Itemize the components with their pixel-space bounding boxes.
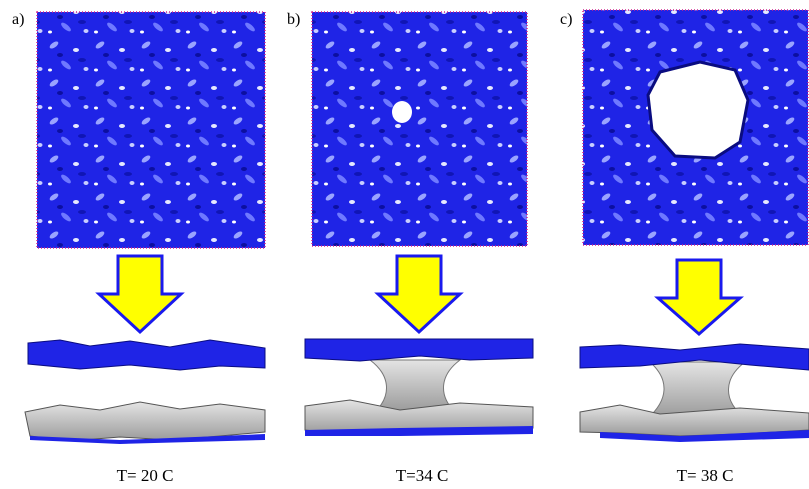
arrow [99, 256, 181, 332]
page: {"panels": [ {"label": "a)", "temperatur… [0, 0, 809, 489]
upper-layer [305, 339, 533, 361]
membrane-top-view [37, 12, 265, 248]
panel-label: a) [12, 11, 24, 28]
figure: a) b) c) T= 20 C T=34 C T= 38 C [0, 0, 809, 489]
panel-b [305, 12, 533, 436]
temperature-label: T= 38 C [677, 466, 734, 485]
panel-c [580, 10, 809, 442]
panel-a [25, 12, 265, 444]
upper-layer [28, 340, 265, 370]
temperature-label: T=34 C [396, 466, 449, 485]
panel-label: b) [287, 11, 300, 28]
temperature-label: T= 20 C [117, 466, 174, 485]
pore [392, 101, 412, 123]
lower-layer [25, 402, 265, 441]
arrow [378, 256, 460, 332]
pore [648, 62, 748, 158]
panel-label: c) [560, 11, 572, 28]
arrow [658, 260, 740, 334]
membrane-top-view [312, 12, 527, 246]
